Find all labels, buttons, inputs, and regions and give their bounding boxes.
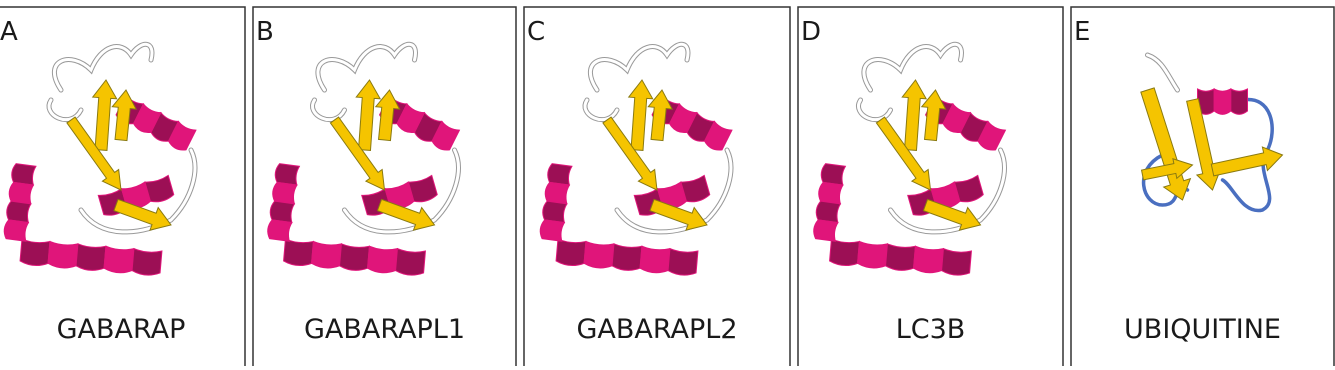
helix-turn [829,238,860,267]
panel: B GABARAPL1 [252,6,517,370]
loop [311,98,346,122]
loop [316,42,417,92]
helix-turn [3,219,30,242]
helix-turn [547,163,573,186]
protein-name: GABARAPL2 [576,314,737,345]
beta-strand [113,198,172,231]
beta-strand [66,116,122,191]
helix-turn [367,245,398,274]
panel-letter: C [527,17,545,47]
helix-turn [431,120,461,151]
protein-name: UBIQUITINE [1124,314,1281,345]
loop [889,148,1006,234]
helix-turn [555,238,587,267]
helix-turn [977,120,1007,151]
helix-turn [704,120,733,151]
helix-turn [820,163,847,186]
helix-turn [103,245,135,274]
beta-strand [91,79,118,151]
helix-turn [941,247,972,276]
panel: C GABARAPL2 [523,6,791,370]
loop [589,42,690,92]
loop [857,98,892,122]
loop [862,42,963,92]
beta-strand [376,198,436,231]
helix-turn [407,174,438,203]
loop [1146,53,1179,92]
helix-turn [667,247,699,276]
helix-turn [953,174,984,203]
loop [53,42,154,92]
helix-turn [611,243,643,271]
beta-strand [1210,146,1284,177]
beta-strand [602,116,658,191]
loop [79,148,197,234]
helix-turn [1213,88,1232,115]
helix-turn [583,240,615,269]
helix-turn [818,181,844,205]
helix-turn [339,243,370,271]
helix-turn [168,120,197,151]
helix-turn [544,181,571,205]
helix-turn [680,174,711,203]
beta-strand [355,79,382,151]
helix-turn [269,200,296,224]
helix-turn [274,163,301,186]
helix-turn [1230,88,1248,115]
beta-strand [374,89,401,142]
panel-letter: A [0,17,18,47]
helix-turn [885,243,916,271]
helix-turn [8,181,35,205]
helix-turn [283,238,314,267]
loop [615,148,733,234]
loop [1220,97,1274,213]
panel-frame [0,6,246,370]
helix-turn [272,181,298,205]
beta-strand [111,89,138,142]
helix-turn [639,245,671,274]
helix-turn [813,219,839,242]
helix-turn [539,219,566,242]
helix-turn [815,200,842,224]
helix-turn [144,174,175,203]
helix-turn [19,238,51,267]
protein-name: LC3B [896,314,966,345]
helix-turn [47,240,79,269]
loop [583,98,619,122]
helix-turn [395,247,426,276]
helix-turn [267,219,293,242]
helix-turn [75,243,107,271]
beta-strand [647,89,674,142]
panel-letter: B [256,17,274,47]
panel-letter: E [1074,17,1090,47]
beta-strand [920,89,947,142]
panel-frame [1070,6,1335,370]
loop [47,98,83,122]
helix-turn [11,163,37,186]
panel-letter: D [801,17,821,47]
panel: E UBIQUITINE [1070,6,1335,370]
helix-turn [131,247,163,276]
helix-turn [311,240,342,269]
beta-strand [627,79,654,151]
beta-strand [329,116,386,191]
beta-strand [1140,157,1194,181]
helix-turn [542,200,568,224]
helix-turn [913,245,944,274]
helix-turn [857,240,888,269]
protein-name: GABARAPL1 [304,314,465,345]
beta-strand [875,116,932,191]
panel: A GABARAP [0,6,246,370]
helix-turn [6,200,32,224]
protein-name: GABARAP [57,314,186,345]
beta-strand [922,198,982,231]
panel: D LC3B [797,6,1064,370]
beta-strand [901,79,928,151]
loop [343,148,460,234]
beta-strand [649,198,708,231]
